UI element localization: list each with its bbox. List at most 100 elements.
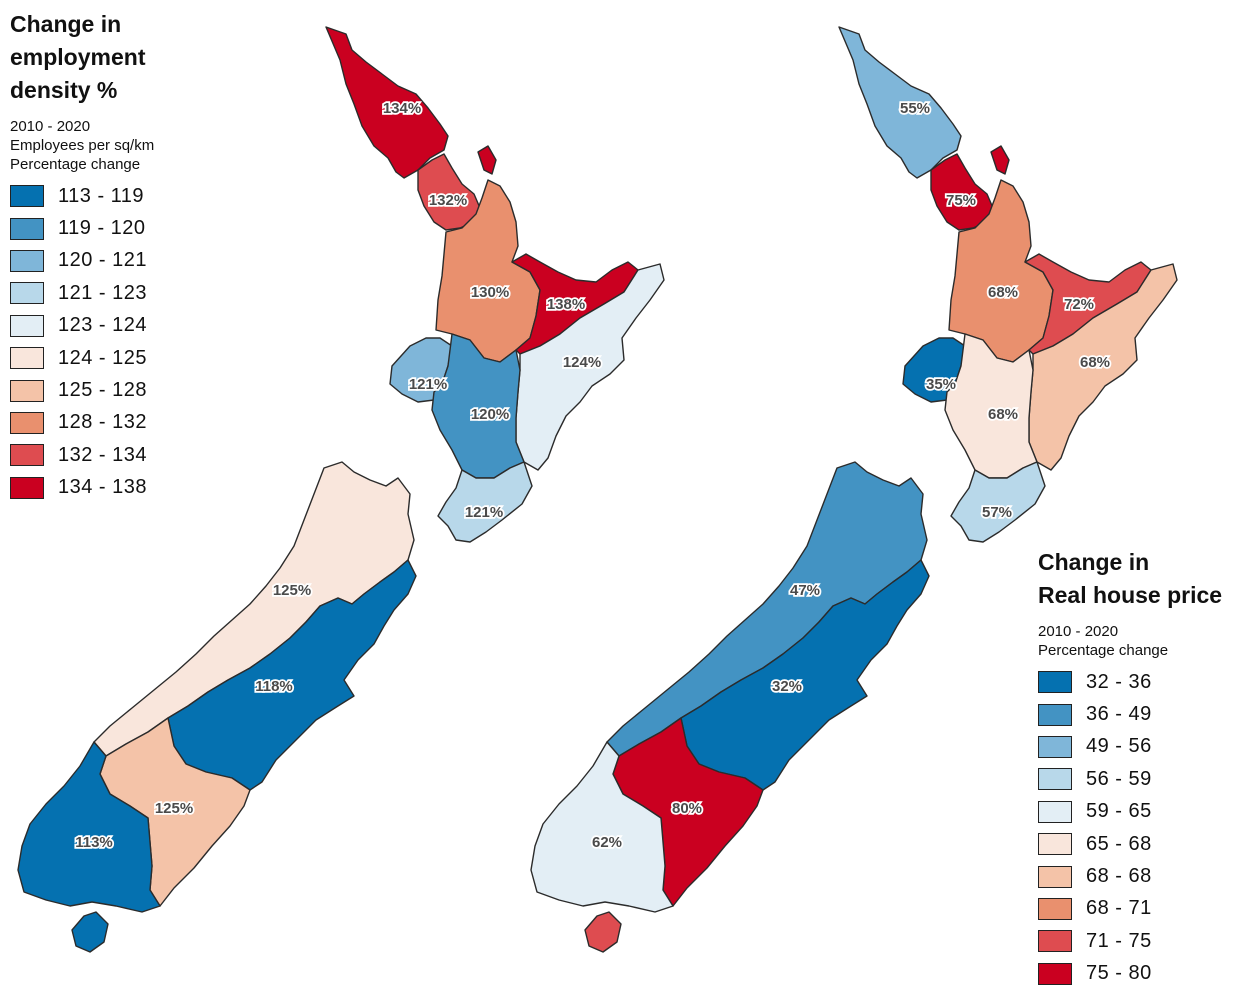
legend-class-row: 32 - 36 [1038, 666, 1222, 698]
region-label-east-coast: 68% [1080, 354, 1110, 371]
legend-swatch [10, 444, 44, 467]
legend-subtitle-line: Percentage change [10, 156, 141, 173]
region-label-bay-of-plenty: 138% [547, 296, 585, 313]
legend-class-row: 128 - 132 [10, 407, 154, 439]
region-wellington [950, 461, 1046, 543]
region-label-auckland: 132% [429, 192, 467, 209]
legend-range-label: 121 - 123 [58, 281, 148, 304]
region-stewart-island [584, 911, 622, 953]
house-price-legend: Change in Real house price 2010 - 2020 P… [1038, 546, 1222, 990]
legend-class-row: 68 - 68 [1038, 860, 1222, 892]
region-label-northland: 55% [900, 100, 930, 117]
region-label-otago: 80% [672, 800, 702, 817]
region-label-central-plateau: 68% [988, 406, 1018, 423]
region-stewart-island [71, 911, 109, 953]
legend-title-line: Change in [1038, 549, 1150, 575]
legend-swatch [10, 185, 44, 208]
legend-swatch [1038, 833, 1072, 856]
legend-swatch [1038, 703, 1072, 726]
legend-range-label: 134 - 138 [58, 476, 148, 499]
legend-range-label: 36 - 49 [1086, 703, 1152, 726]
legend-swatch [10, 411, 44, 434]
legend-subtitle-line: Percentage change [1038, 642, 1169, 659]
legend-title-line: employment [10, 44, 146, 70]
legend-title-line: Change in [10, 11, 122, 37]
region-coromandel [990, 145, 1010, 175]
legend-class-row: 134 - 138 [10, 472, 154, 504]
legend-range-label: 132 - 134 [58, 443, 148, 466]
house-price-map: 55% 75% 68% 72% 68% 35% 68% 57% 47% 32% 80% 62% [530, 26, 1178, 953]
region-label-wellington: 57% [982, 504, 1012, 521]
legend-swatch [1038, 735, 1072, 758]
legend-range-label: 68 - 68 [1086, 865, 1152, 888]
legend-class-row: 71 - 75 [1038, 925, 1222, 957]
region-label-east-coast: 124% [563, 354, 601, 371]
legend-range-label: 124 - 125 [58, 346, 148, 369]
region-northland [325, 26, 449, 179]
legend-class-row: 68 - 71 [1038, 893, 1222, 925]
legend-title-line: density % [10, 77, 118, 103]
legend-class-row: 75 - 80 [1038, 958, 1222, 990]
legend-class-row: 132 - 134 [10, 439, 154, 471]
legend-swatch [10, 347, 44, 370]
legend-range-label: 49 - 56 [1086, 735, 1152, 758]
legend-swatch [10, 476, 44, 499]
region-label-bay-of-plenty: 72% [1064, 296, 1094, 313]
legend-swatch [10, 314, 44, 337]
legend-swatch [10, 217, 44, 240]
legend-title-line: Real house price [1038, 582, 1223, 608]
region-label-auckland: 75% [946, 192, 976, 209]
legend-class-row: 120 - 121 [10, 245, 154, 277]
legend-range-label: 120 - 121 [58, 249, 148, 272]
employment-legend: Change in employment density % 2010 - 20… [10, 8, 154, 504]
legend-swatch [1038, 962, 1072, 985]
legend-class-row: 123 - 124 [10, 310, 154, 342]
region-southland [17, 741, 161, 913]
legend-range-label: 32 - 36 [1086, 670, 1152, 693]
legend-class-row: 59 - 65 [1038, 796, 1222, 828]
region-label-northland: 134% [383, 100, 421, 117]
region-label-wellington: 121% [465, 504, 503, 521]
legend-class-row: 36 - 49 [1038, 698, 1222, 730]
legend-class-row: 125 - 128 [10, 374, 154, 406]
region-coromandel [477, 145, 497, 175]
legend-class-row: 65 - 68 [1038, 828, 1222, 860]
region-label-otago: 125% [155, 800, 193, 817]
legend-swatch [10, 379, 44, 402]
legend-range-label: 59 - 65 [1086, 800, 1152, 823]
legend-class-row: 124 - 125 [10, 342, 154, 374]
region-southland [530, 741, 674, 913]
legend-swatch [1038, 930, 1072, 953]
legend-range-label: 56 - 59 [1086, 767, 1152, 790]
legend-range-label: 68 - 71 [1086, 897, 1152, 920]
region-northland [838, 26, 962, 179]
legend-range-label: 75 - 80 [1086, 962, 1152, 985]
legend-swatch [1038, 768, 1072, 791]
region-label-waikato: 68% [988, 284, 1018, 301]
region-label-central-plateau: 120% [471, 406, 509, 423]
region-label-canterbury: 32% [772, 678, 802, 695]
region-wellington [437, 461, 533, 543]
legend-class-row: 56 - 59 [1038, 763, 1222, 795]
legend-classes: 32 - 36 36 - 49 49 - 56 56 - 59 59 - 65 65 - … [1038, 666, 1222, 990]
legend-subtitle-line: 2010 - 2020 [1038, 623, 1119, 640]
legend-range-label: 65 - 68 [1086, 832, 1152, 855]
region-label-taranaki: 35% [926, 376, 956, 393]
region-label-southland: 113% [75, 834, 113, 851]
legend-swatch [1038, 800, 1072, 823]
legend-range-label: 125 - 128 [58, 379, 148, 402]
legend-range-label: 128 - 132 [58, 411, 148, 434]
legend-class-row: 49 - 56 [1038, 731, 1222, 763]
legend-range-label: 119 - 120 [58, 217, 146, 240]
region-label-canterbury: 118% [255, 678, 293, 695]
region-label-waikato: 130% [471, 284, 509, 301]
legend-classes: 113 - 119 119 - 120 120 - 121 121 - 123 123 … [10, 180, 154, 504]
legend-class-row: 119 - 120 [10, 212, 154, 244]
legend-swatch [10, 282, 44, 305]
region-label-taranaki: 121% [409, 376, 447, 393]
legend-swatch [10, 249, 44, 272]
legend-subtitle-line: Employees per sq/km [10, 137, 155, 154]
legend-range-label: 113 - 119 [58, 184, 145, 207]
region-label-southland: 62% [592, 834, 622, 851]
legend-range-label: 71 - 75 [1086, 929, 1152, 952]
